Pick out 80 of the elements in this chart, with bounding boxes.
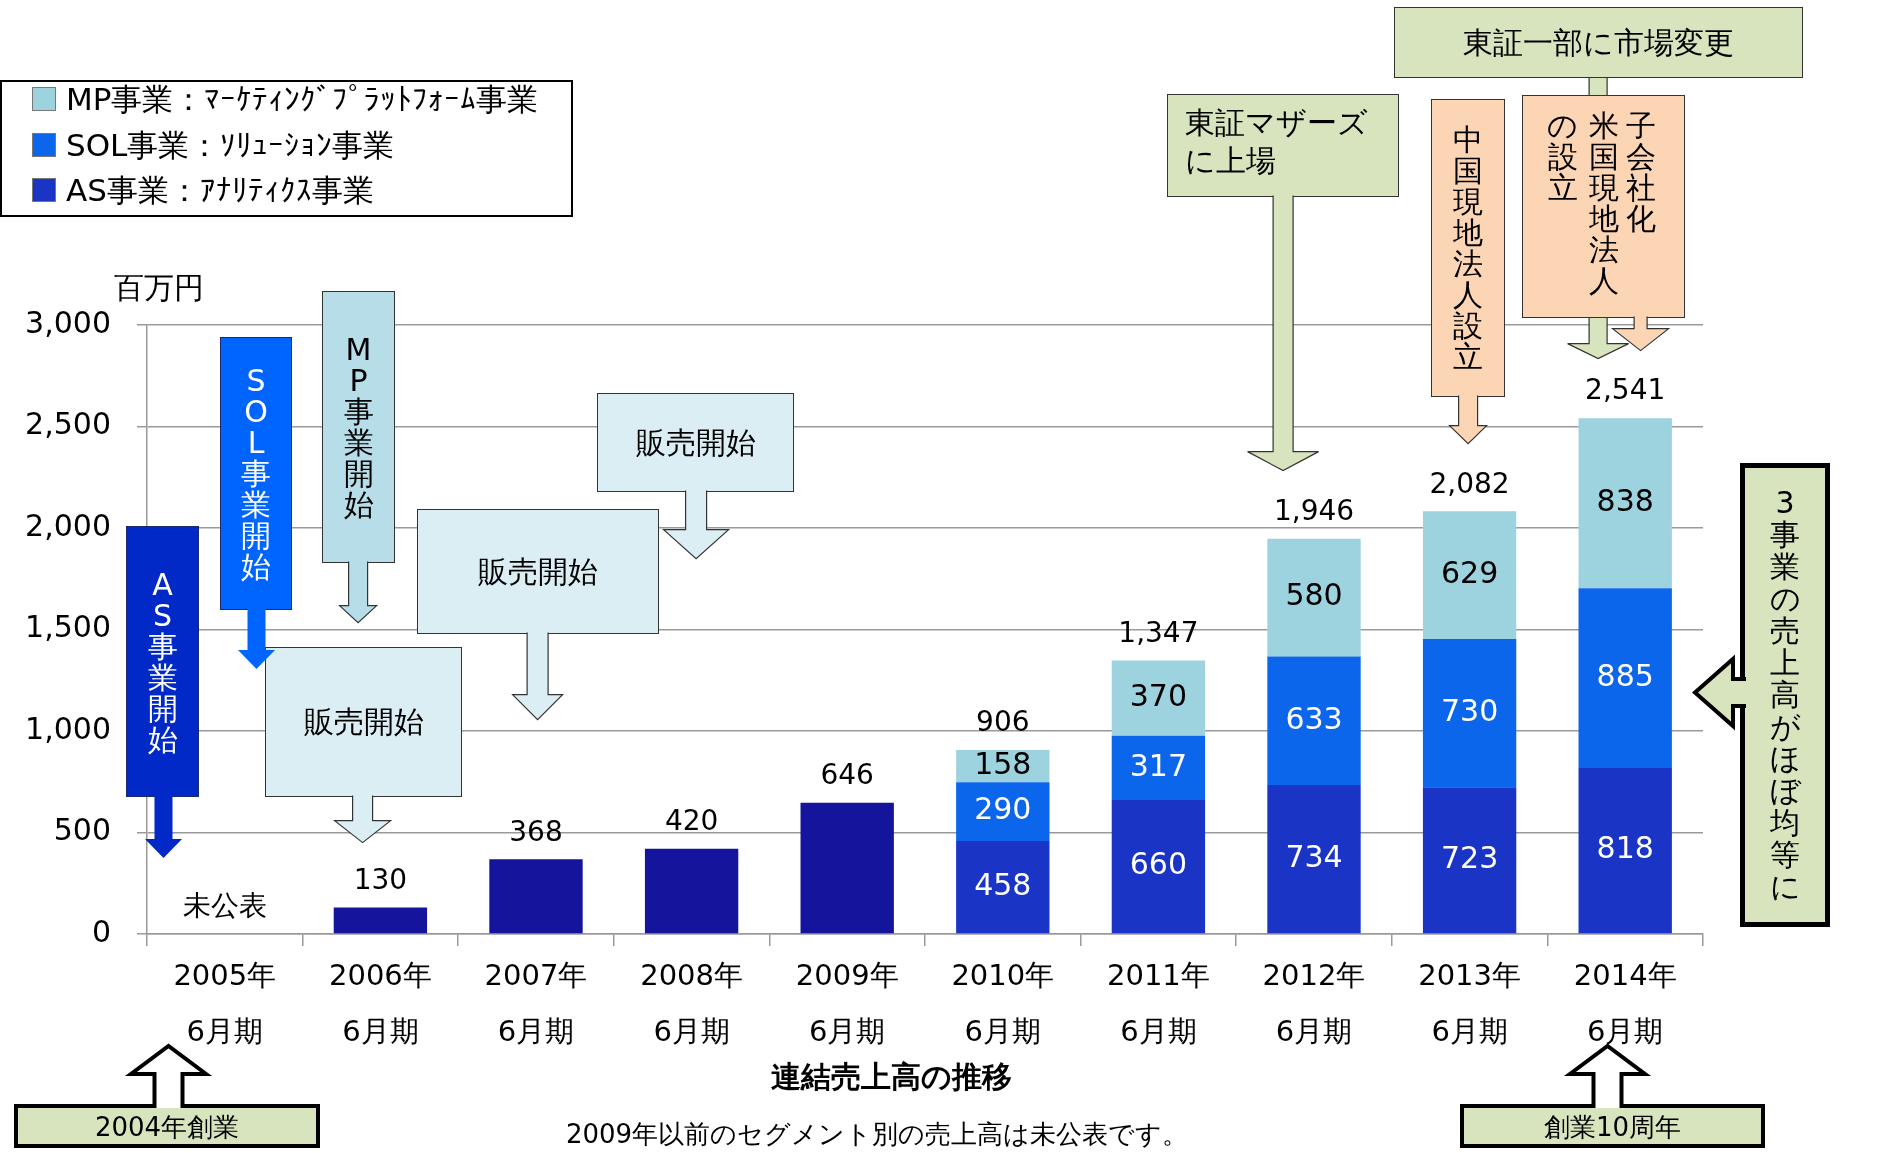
annotation: 中国現地法人設立 [1452,122,1484,374]
total-label: 906 [976,705,1030,739]
data-label: 629 [1440,554,1499,590]
bar [800,802,894,934]
bar [1111,800,1206,934]
bar [956,841,1050,934]
bar [1267,785,1361,934]
x-tick-label: 2007年 6月期 [484,957,588,1049]
bar [1578,588,1672,768]
text: 創業10周年 [1543,1112,1682,1142]
legend-label: AS事業：ｱﾅﾘﾃｨｸｽ事業 [66,172,374,208]
total-label: 2,082 [1429,466,1510,500]
bar [1422,511,1517,640]
data-label: 633 [1285,700,1343,736]
y-tick-label: 2,500 [25,406,111,442]
text: 米国現地法人の設立 [1547,108,1619,298]
text: 未公表 [182,889,267,923]
bar [333,907,428,934]
y-axis-title: 百万円 [114,270,204,305]
y-tick-label: 2,000 [25,507,111,543]
data-label: 580 [1285,577,1343,613]
y-tick-label: 1,500 [25,609,111,645]
y-tick-label: 1,000 [25,710,111,746]
x-tick-label: 2005年 6月期 [173,957,277,1049]
y-tick-label: 3,000 [25,304,111,340]
data-label: 660 [1129,846,1188,882]
y-tick-label: 500 [53,812,111,848]
x-tick-label: 2014年 6月期 [1573,957,1677,1049]
bar [1422,639,1517,788]
total-label: 2,541 [1585,373,1666,407]
bar [1267,656,1361,785]
data-label: 885 [1596,657,1654,693]
total-label: 646 [820,758,874,792]
data-label: 458 [974,866,1032,902]
data-label: 838 [1596,483,1654,519]
text: 東証マザーズに上場 [1185,105,1368,178]
x-tick-label: 2008年 6月期 [640,957,744,1049]
x-axis-title: 連結売上高の推移 [770,1059,1012,1094]
legend-label: SOL事業：ｿﾘｭｰｼｮﾝ事業 [66,126,395,163]
x-tick-label: 2012年 6月期 [1262,957,1366,1049]
text: 東証一部に市場変更 [1463,25,1734,60]
bar [956,782,1050,842]
text: 子会社化 [1625,108,1657,236]
total-label: 420 [664,804,719,838]
total-label: 130 [353,862,408,896]
data-label: 158 [974,745,1032,781]
legend-label: MP事業：ﾏｰｹﾃｨﾝｸﾞﾌﾟﾗｯﾄﾌｫｰﾑ事業 [66,81,539,117]
bar [489,859,583,934]
annotation: 販売開始 [635,425,756,460]
data-label: 818 [1596,830,1654,866]
bar [1578,418,1672,589]
bar [1267,538,1361,657]
bar [1578,767,1672,934]
annotation: 販売開始 [303,704,424,739]
text: 3事業の売上高がほぼ均等に [1769,485,1801,904]
data-label: 370 [1129,677,1188,713]
x-tick-label: 2006年 6月期 [328,957,432,1049]
x-tick-label: 2010年 6月期 [951,957,1055,1049]
bar [644,848,739,934]
data-label: 730 [1440,692,1499,728]
total-label: 368 [509,814,563,848]
annotation: SOL事業開始 [240,363,272,584]
data-label: 317 [1129,747,1188,783]
annotation: AS事業開始 [146,566,179,757]
x-tick-label: 2009年 6月期 [795,957,899,1049]
bar [1111,735,1206,801]
x-tick-label: 2011年 6月期 [1106,957,1210,1049]
annotation: 販売開始 [478,554,598,589]
x-tick-label: 2013年 6月期 [1418,957,1522,1049]
bar [1422,787,1517,934]
data-label: 723 [1440,840,1499,876]
y-tick-label: 0 [91,913,111,949]
annotation: MP事業開始 [342,332,375,522]
total-label: 1,347 [1118,615,1199,649]
data-label: 734 [1285,838,1343,874]
data-label: 290 [974,791,1032,827]
bar [1111,660,1206,736]
text: 2004年創業 [94,1112,240,1142]
text: 2009年以前のセグメント別の売上高は未公表です。 [565,1119,1189,1149]
total-label: 1,946 [1273,494,1355,528]
